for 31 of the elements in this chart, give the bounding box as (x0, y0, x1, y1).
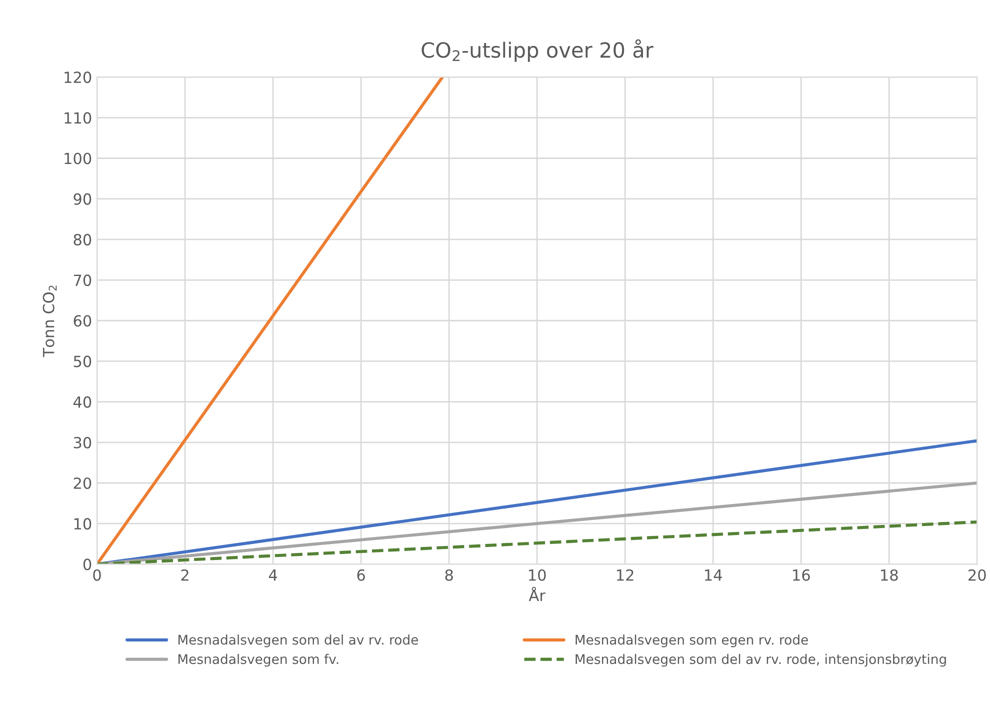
y-tick-label: 100 (64, 152, 92, 164)
y-tick-label: 0 (83, 558, 92, 570)
y-tick-label: 70 (74, 274, 92, 286)
x-tick-label: 4 (268, 570, 278, 581)
x-tick-label: 0 (93, 569, 101, 581)
y-tick-label: 80 (74, 234, 92, 246)
y-tick-label: 30 (74, 436, 92, 448)
x-tick-label: 2 (181, 569, 188, 581)
y-tick-label: 10 (74, 518, 92, 530)
x-tick-label: 16 (793, 569, 810, 581)
y-tick-label: 120 (64, 72, 92, 84)
y-tick-label: 90 (74, 193, 92, 205)
x-tick-label: 6 (357, 569, 365, 581)
x-axis-title: År (528, 586, 546, 601)
x-tick-label: 20 (968, 569, 986, 581)
y-axis-title: Tonn CO$_{2}$ (42, 286, 57, 358)
x-tick-label: 14 (705, 570, 722, 581)
x-tick-label: 12 (617, 569, 634, 581)
legend-label: Mesnadalsvegen som fv. (178, 654, 338, 667)
chart-title: CO$_{2}$-utslipp over 20 år (422, 39, 654, 62)
y-tick-label: 40 (73, 396, 92, 408)
legend-label: Mesnadalsvegen som del av rv. rode, intensjonsbrøyting (576, 654, 946, 667)
x-tick-label: 18 (881, 569, 898, 581)
y-tick-label: 20 (74, 477, 92, 490)
x-tick-label: 8 (445, 569, 453, 581)
legend-label: Mesnadalsvegen som egen rv. rode (576, 634, 808, 648)
legend-label: Mesnadalsvegen som del av rv. rode (178, 634, 418, 648)
x-tick-label: 10 (529, 569, 546, 581)
y-tick-label: 60 (74, 315, 92, 327)
y-tick-label: 50 (74, 356, 92, 368)
y-tick-label: 110 (64, 112, 92, 124)
